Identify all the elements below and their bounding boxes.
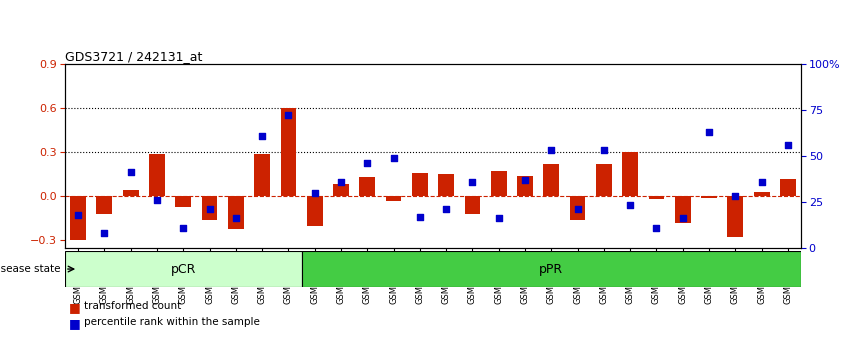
Point — [597, 147, 611, 153]
Bar — [649, 196, 664, 199]
Point — [386, 155, 400, 160]
Bar — [701, 196, 717, 198]
Point — [177, 225, 191, 230]
Bar — [301, 251, 801, 287]
Bar — [255, 154, 270, 196]
Text: disease state: disease state — [0, 264, 61, 274]
Bar — [727, 196, 743, 238]
Point — [124, 170, 138, 175]
Point — [781, 142, 795, 148]
Point — [518, 177, 532, 183]
Bar — [385, 196, 402, 201]
Bar — [202, 196, 217, 220]
Point — [439, 206, 453, 212]
Bar — [570, 196, 585, 220]
Bar — [596, 164, 611, 196]
Bar — [438, 174, 454, 196]
Bar — [780, 178, 796, 196]
Bar — [70, 196, 86, 240]
Bar — [464, 196, 481, 214]
Text: GDS3721 / 242131_at: GDS3721 / 242131_at — [65, 50, 203, 63]
Bar — [228, 196, 243, 229]
Point — [281, 113, 295, 118]
Bar — [65, 251, 301, 287]
Point — [255, 133, 269, 138]
Point — [571, 206, 585, 212]
Point — [203, 206, 216, 212]
Bar — [123, 190, 139, 196]
Point — [754, 179, 768, 184]
Text: pCR: pCR — [171, 263, 196, 275]
Text: pPR: pPR — [540, 263, 564, 275]
Point — [229, 216, 242, 221]
Point — [624, 202, 637, 208]
Bar — [333, 184, 349, 196]
Bar — [149, 154, 165, 196]
Text: percentile rank within the sample: percentile rank within the sample — [84, 317, 260, 327]
Bar — [96, 196, 113, 214]
Point — [728, 193, 742, 199]
Bar — [675, 196, 691, 223]
Bar — [359, 177, 375, 196]
Bar — [175, 196, 191, 207]
Point — [702, 129, 716, 135]
Point — [545, 147, 559, 153]
Point — [334, 179, 348, 184]
Bar — [544, 164, 559, 196]
Text: transformed count: transformed count — [84, 301, 181, 311]
Bar — [517, 176, 533, 196]
Point — [492, 216, 506, 221]
Bar — [623, 152, 638, 196]
Text: ■: ■ — [69, 301, 81, 314]
Point — [360, 160, 374, 166]
Point — [466, 179, 480, 184]
Point — [413, 214, 427, 219]
Bar — [307, 196, 322, 226]
Bar — [281, 108, 296, 196]
Point — [675, 216, 689, 221]
Bar — [491, 171, 507, 196]
Point — [71, 212, 85, 217]
Point — [150, 197, 164, 203]
Point — [98, 230, 112, 236]
Bar — [753, 192, 770, 196]
Point — [307, 190, 321, 195]
Point — [650, 225, 663, 230]
Text: ■: ■ — [69, 317, 81, 330]
Bar — [412, 173, 428, 196]
